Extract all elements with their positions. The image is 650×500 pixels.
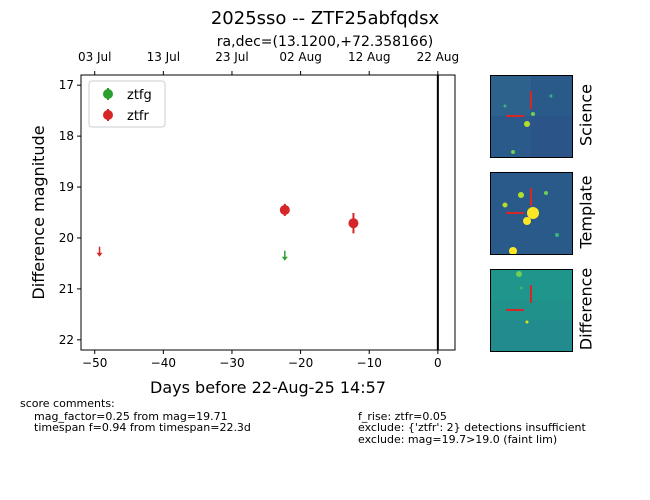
top-tick-label: 22 Aug [417,50,460,64]
chart-subtitle: ra,dec=(13.1200,+72.358166) [216,34,434,50]
y-tick-label: 20 [59,231,74,245]
x-tick-label: −40 [151,356,176,370]
science-image [491,76,572,157]
difference-image [491,270,572,351]
score-comment-left-1: mag_factor=0.25 from mag=19.71 [34,410,228,423]
y-tick-label: 18 [59,129,74,143]
template-stamp [490,172,573,255]
difference-label: Difference [576,267,596,351]
y-tick-label: 22 [59,333,74,347]
top-tick-label: 13 Jul [147,50,181,64]
difference-stamp [490,269,573,352]
x-tick-label: −20 [288,356,313,370]
legend-marker [103,89,113,99]
x-tick-label: −50 [82,356,107,370]
ztfr-point [348,218,359,229]
score-comment-right-3: exclude: mag=19.7>19.0 (faint lim) [358,433,558,446]
plot-frame [80,74,456,351]
score-comment-right-2: exclude: {'ztfr': 2} detections insuffic… [358,421,586,434]
top-tick-label: 02 Aug [279,50,322,64]
template-image [491,173,572,254]
page-title: 2025sso -- ZTF25abfqdsx [210,8,440,29]
ztfr-point [279,204,290,215]
y-tick-label: 21 [59,282,74,296]
top-tick-label: 23 Jul [215,50,249,64]
science-label: Science [576,83,596,147]
y-axis-label: Difference magnitude [29,125,48,299]
template-label: Template [576,175,596,249]
x-tick-label: −10 [357,356,382,370]
legend-label: ztfr [127,109,149,124]
legend-marker [103,110,113,120]
score-comment-right-1: f_rise: ztfr=0.05 [358,410,447,423]
y-tick-label: 17 [59,78,74,92]
ztfr-limit-arrow [96,252,103,257]
legend-label: ztfg [127,88,152,103]
x-tick-label: −30 [219,356,244,370]
x-axis-label: Days before 22-Aug-25 14:57 [150,378,386,397]
top-tick-label: 12 Aug [348,50,391,64]
score-comment-left-2: timespan f=0.94 from timespan=22.3d [34,421,251,434]
ztfg-limit-arrow [281,256,288,261]
score-comments-header: score comments: [20,397,115,410]
y-tick-label: 19 [59,180,74,194]
science-stamp [490,75,573,158]
x-tick-label: 0 [434,356,442,370]
top-tick-label: 03 Jul [78,50,112,64]
